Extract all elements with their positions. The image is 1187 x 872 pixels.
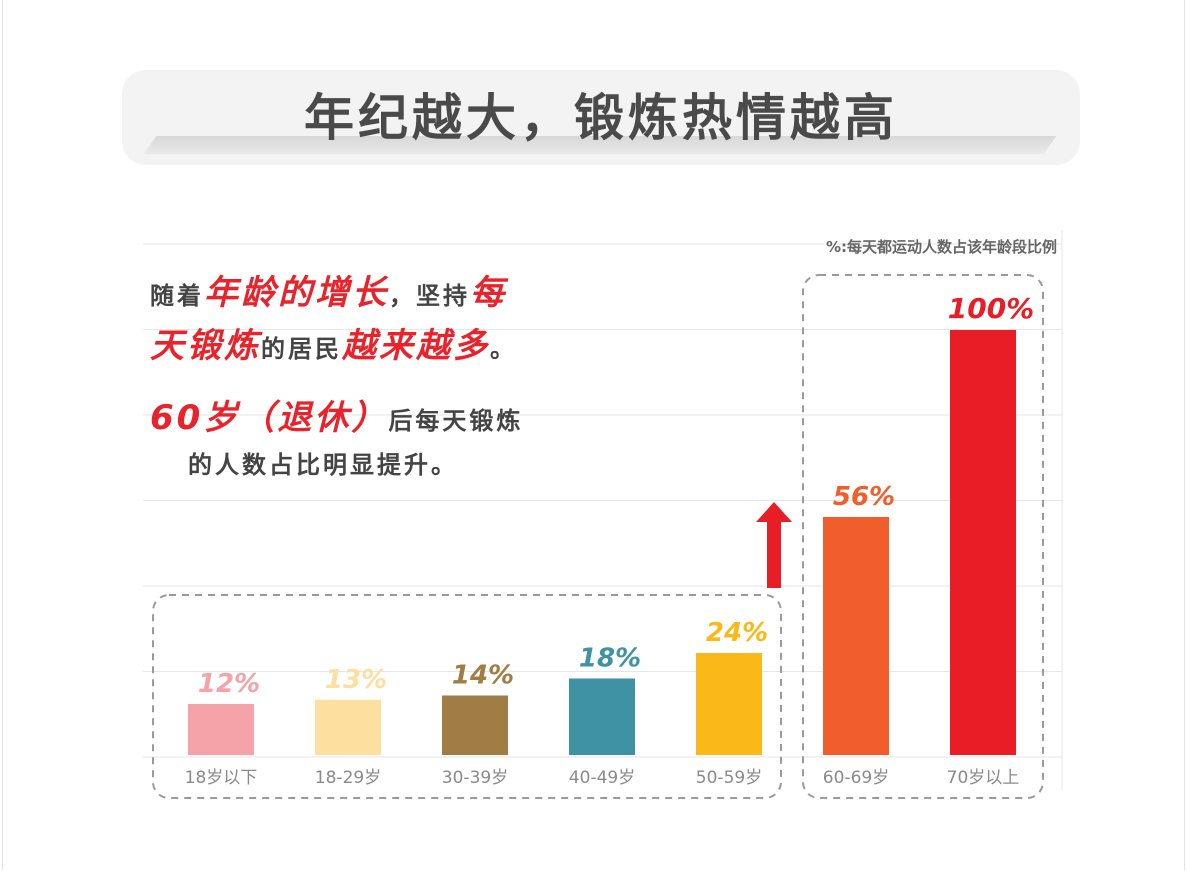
data-label: 18%	[579, 644, 641, 674]
desc-highlight: 每	[470, 273, 507, 313]
legend-note: %:每天都运动人数占该年龄段比例	[825, 238, 1057, 256]
group-box-before-60	[152, 594, 782, 799]
desc-highlight: 年龄的增长	[204, 273, 389, 313]
data-label: 13%	[325, 665, 387, 695]
desc-text: 后每天锻炼	[388, 407, 524, 435]
desc-text: ，坚持	[389, 282, 470, 310]
desc-text: 的人数占比明显提升。	[188, 451, 458, 479]
bar	[823, 517, 889, 755]
x-tick-label: 60-69岁	[823, 768, 889, 788]
bar	[696, 653, 762, 755]
desc-highlight: 天锻炼	[150, 326, 261, 366]
description-line-1: 随着年龄的增长，坚持每	[150, 268, 517, 321]
desc-text: 。	[490, 335, 517, 363]
increase-arrow-icon	[756, 502, 792, 588]
description-line-2: 天锻炼的居民越来越多。	[150, 321, 517, 374]
page-title: 年纪越大，锻炼热情越高	[304, 89, 898, 147]
x-tick-label: 30-39岁	[442, 768, 508, 788]
group-box-after-60	[802, 274, 1044, 799]
desc-highlight: 60岁（退休）	[150, 398, 389, 438]
x-tick-label: 18-29岁	[315, 768, 381, 788]
description-paragraph-2: 60岁（退休）后每天锻炼 的人数占比明显提升。	[150, 396, 523, 487]
data-label: 100%	[948, 292, 1035, 325]
data-label: 14%	[452, 661, 514, 691]
desc-text: 随着	[150, 282, 204, 310]
bar	[188, 704, 254, 755]
desc-highlight: 越来越多	[342, 326, 490, 366]
desc-text: 的居民	[261, 335, 342, 363]
x-tick-label: 70岁以上	[947, 768, 1020, 788]
bar	[442, 695, 508, 755]
x-tick-label: 40-49岁	[569, 768, 635, 788]
bar	[315, 699, 381, 755]
x-tick-label: 18岁以下	[185, 768, 258, 788]
description-line-3: 60岁（退休）后每天锻炼	[150, 396, 523, 443]
data-label: 56%	[833, 482, 895, 512]
x-tick-label: 50-59岁	[696, 768, 762, 788]
description-line-4: 的人数占比明显提升。	[150, 443, 523, 487]
bar	[569, 678, 635, 755]
description-paragraph-1: 随着年龄的增长，坚持每 天锻炼的居民越来越多。	[150, 268, 517, 374]
data-label: 12%	[198, 669, 260, 699]
data-label: 24%	[706, 618, 768, 648]
bar	[950, 330, 1016, 755]
